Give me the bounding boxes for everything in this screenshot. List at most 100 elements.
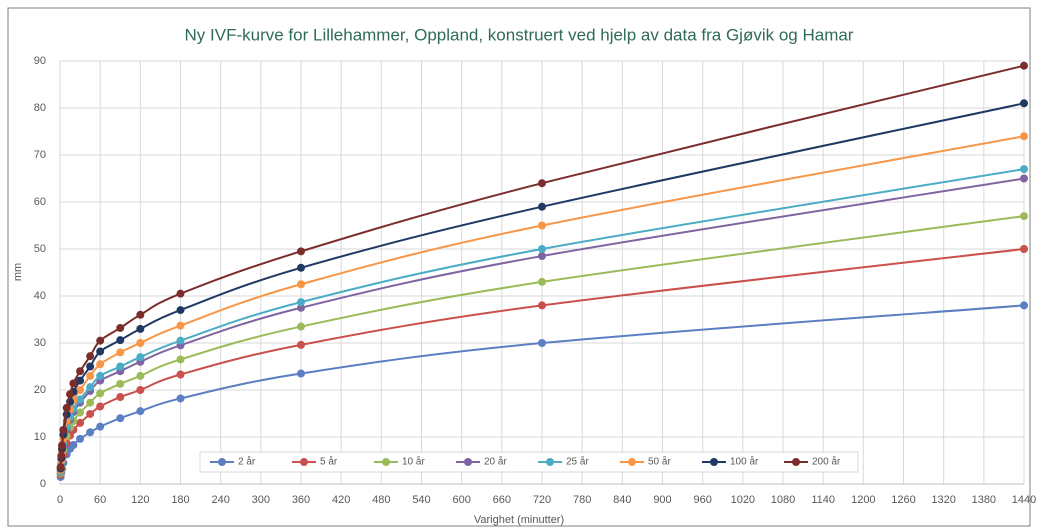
data-point xyxy=(76,395,85,404)
legend-label: 200 år xyxy=(812,456,841,468)
data-point xyxy=(96,402,105,411)
data-point xyxy=(176,336,185,345)
data-point xyxy=(1020,245,1028,253)
legend-marker xyxy=(628,458,636,466)
x-tick-label: 480 xyxy=(372,494,390,506)
data-point xyxy=(76,376,85,385)
legend-box xyxy=(199,451,859,473)
x-tick-label: 600 xyxy=(452,494,470,506)
chart-frame xyxy=(7,7,1031,527)
legend-label: 20 år xyxy=(484,456,507,468)
data-point xyxy=(1020,301,1028,310)
data-point xyxy=(538,252,546,261)
data-point xyxy=(59,425,68,434)
data-point xyxy=(1020,174,1028,183)
data-point xyxy=(76,418,85,427)
x-tick-label: 780 xyxy=(573,494,591,506)
data-point xyxy=(176,370,185,379)
data-point xyxy=(1020,132,1028,141)
data-point xyxy=(96,422,105,431)
data-point xyxy=(538,202,546,211)
y-tick-label: 80 xyxy=(34,102,46,114)
data-point xyxy=(56,463,65,472)
x-tick-label: 720 xyxy=(533,494,551,506)
data-point xyxy=(538,245,546,253)
data-point xyxy=(538,301,546,310)
data-point xyxy=(116,336,125,345)
data-point xyxy=(1020,165,1028,174)
x-tick-label: 60 xyxy=(94,494,106,506)
data-point xyxy=(297,322,305,331)
data-point xyxy=(76,386,85,394)
legend-label: 5 år xyxy=(320,456,338,468)
data-point xyxy=(86,409,95,418)
data-point xyxy=(76,367,85,376)
data-point xyxy=(297,280,305,289)
data-point xyxy=(297,263,305,272)
data-point xyxy=(136,339,145,347)
data-point xyxy=(297,247,305,256)
x-tick-label: 300 xyxy=(252,494,270,506)
data-point xyxy=(176,355,185,364)
x-tick-label: 1440 xyxy=(1012,494,1036,506)
y-tick-label: 60 xyxy=(34,196,46,208)
x-tick-label: 360 xyxy=(292,494,310,506)
data-point xyxy=(69,440,78,449)
x-tick-label: 1380 xyxy=(972,494,996,506)
legend-marker xyxy=(464,458,472,466)
y-tick-label: 40 xyxy=(34,290,46,302)
data-point xyxy=(1020,61,1028,70)
data-point xyxy=(176,321,185,330)
x-tick-label: 420 xyxy=(332,494,350,506)
x-tick-label: 0 xyxy=(57,494,63,506)
x-tick-label: 960 xyxy=(693,494,711,506)
data-point xyxy=(76,434,85,443)
y-axis-label: mm xyxy=(12,263,24,281)
data-point xyxy=(136,353,145,362)
data-point xyxy=(116,414,125,423)
x-tick-label: 1260 xyxy=(891,494,915,506)
data-point xyxy=(297,303,305,312)
legend-label: 100 år xyxy=(730,456,759,468)
data-point xyxy=(116,393,125,402)
data-point xyxy=(1020,212,1028,221)
legend-marker xyxy=(382,458,390,466)
legend-marker xyxy=(792,458,800,466)
data-point xyxy=(86,398,95,407)
legend-marker xyxy=(710,458,718,466)
data-point xyxy=(538,179,546,188)
data-point xyxy=(116,348,125,357)
x-tick-label: 660 xyxy=(493,494,511,506)
y-tick-label: 90 xyxy=(34,55,46,67)
data-point xyxy=(297,340,305,349)
y-tick-label: 70 xyxy=(34,149,46,161)
data-point xyxy=(96,336,105,345)
data-point xyxy=(96,347,105,356)
data-point xyxy=(69,379,78,388)
data-point xyxy=(58,441,67,450)
legend-label: 50 år xyxy=(648,456,671,468)
data-point xyxy=(297,298,305,307)
legend-marker xyxy=(546,458,554,466)
data-point xyxy=(176,306,185,315)
data-point xyxy=(116,379,125,388)
data-point xyxy=(96,360,105,369)
data-point xyxy=(86,362,95,371)
x-tick-label: 1080 xyxy=(771,494,795,506)
x-tick-label: 240 xyxy=(211,494,229,506)
y-tick-label: 20 xyxy=(34,384,46,396)
data-point xyxy=(86,383,95,392)
data-point xyxy=(176,394,185,403)
legend-marker xyxy=(300,458,308,466)
x-tick-label: 120 xyxy=(131,494,149,506)
legend-label: 10 år xyxy=(402,456,425,468)
legend-marker xyxy=(218,458,226,466)
data-point xyxy=(62,403,71,412)
x-tick-label: 900 xyxy=(653,494,671,506)
data-point xyxy=(57,451,66,460)
chart-title: Ny IVF-kurve for Lillehammer, Oppland, k… xyxy=(185,25,854,44)
data-point xyxy=(86,371,95,380)
y-tick-label: 30 xyxy=(34,337,46,349)
data-point xyxy=(136,310,145,319)
